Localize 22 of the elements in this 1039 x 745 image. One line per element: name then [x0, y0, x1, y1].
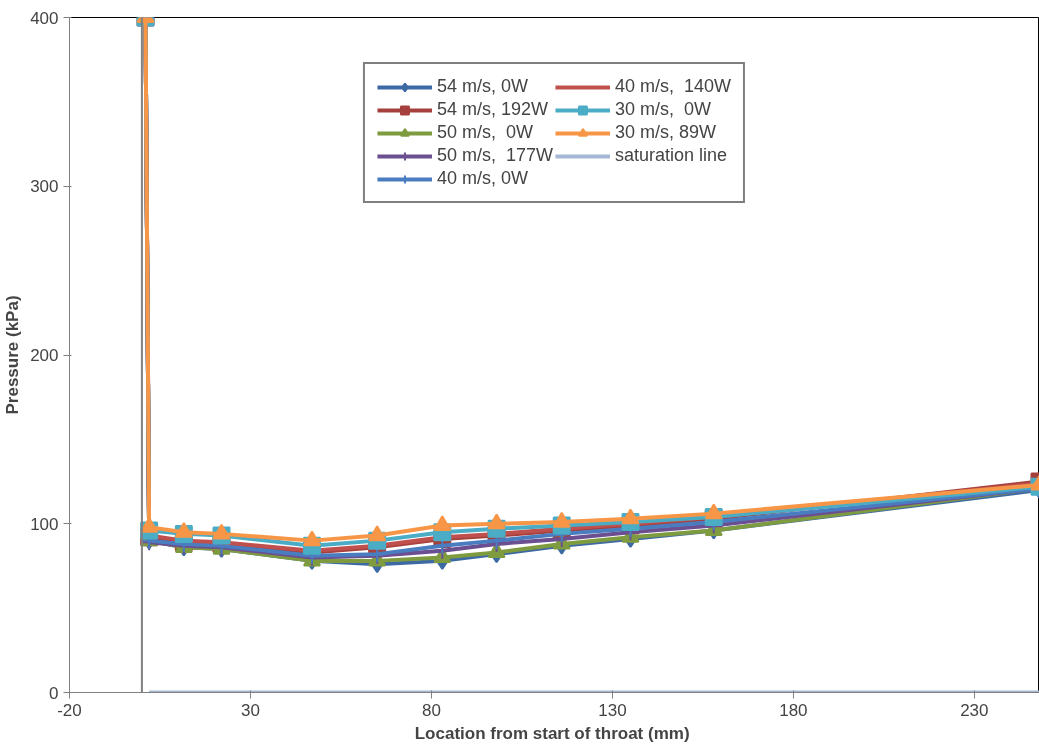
x-tick-label: 230 — [960, 700, 989, 720]
legend-label: 40 m/s, 140W — [615, 76, 732, 97]
legend-label: saturation line — [615, 145, 728, 166]
y-tick-label: 100 — [30, 514, 59, 534]
x-tick-label: 80 — [421, 700, 441, 720]
legend-label: 50 m/s, 177W — [436, 145, 553, 166]
x-tick-label: -20 — [57, 700, 82, 720]
legend-label: 30 m/s, 89W — [615, 122, 717, 143]
legend-label: 50 m/s, 0W — [436, 122, 533, 143]
y-tick-label: 0 — [49, 683, 59, 703]
legend-label: 40 m/s, 0W — [436, 168, 528, 189]
x-tick-label: 130 — [598, 700, 627, 720]
legend-label: 54 m/s, 0W — [436, 76, 528, 97]
x-tick-label: 180 — [779, 700, 808, 720]
legend-label: 30 m/s, 0W — [615, 99, 712, 120]
legend-label: 54 m/s, 192W — [436, 99, 548, 120]
y-axis-title: Pressure (kPa) — [3, 295, 23, 415]
x-tick-label: 30 — [241, 700, 260, 720]
y-tick-label: 200 — [30, 346, 59, 365]
y-tick-label: 400 — [30, 8, 59, 28]
y-tick-label: 300 — [30, 177, 59, 197]
x-axis-title: Location from start of throat (mm) — [414, 723, 690, 743]
